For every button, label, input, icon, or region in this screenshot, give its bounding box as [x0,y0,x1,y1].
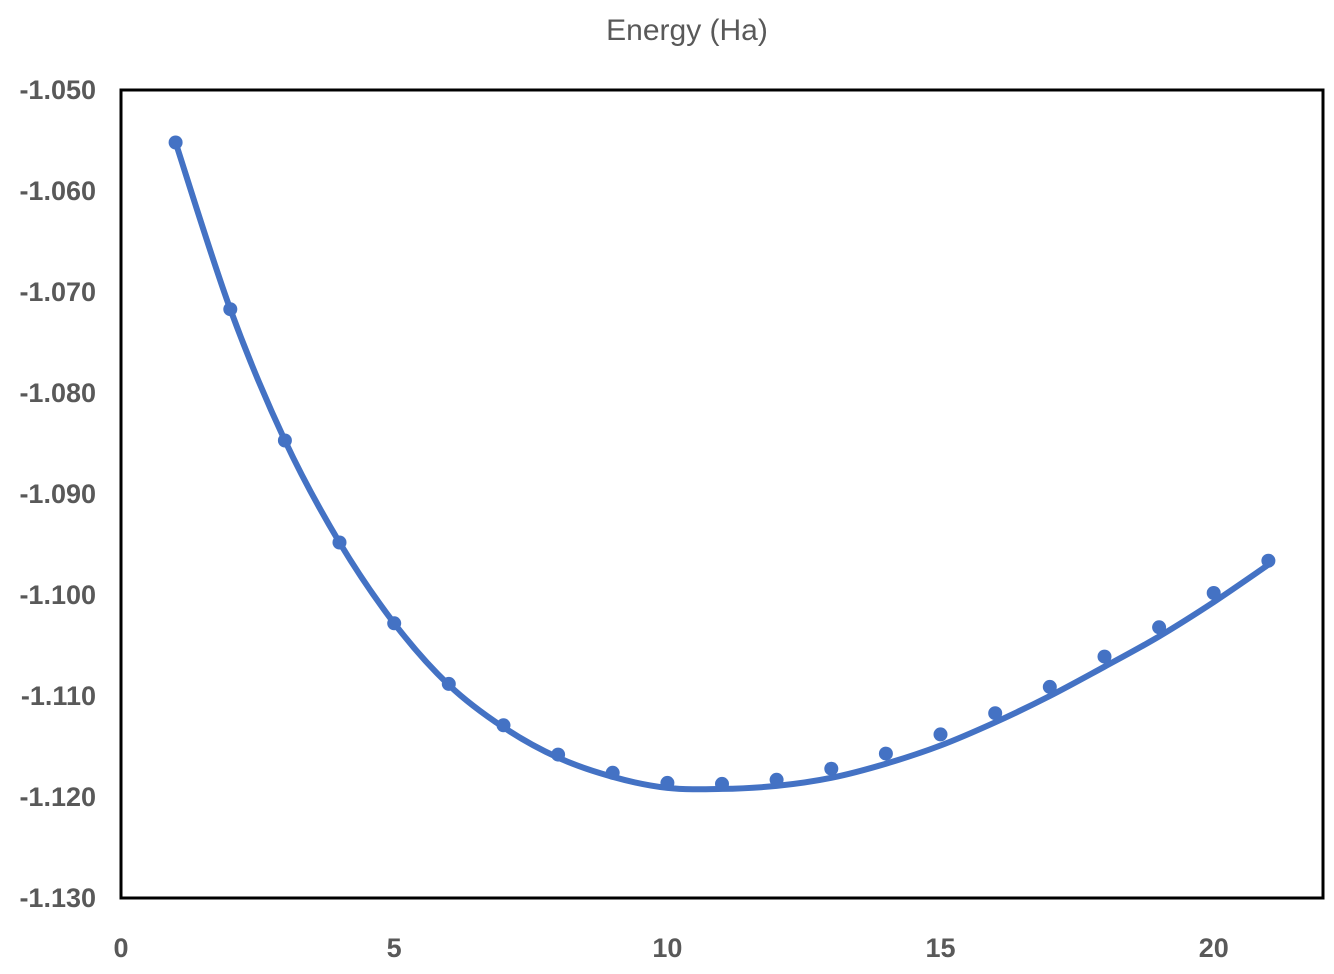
y-axis-tick-label: -1.110 [20,681,96,711]
y-axis-tick-label: -1.080 [19,378,96,408]
x-axis-tick-label: 5 [386,933,402,963]
data-point-marker [1206,586,1221,600]
y-axis-tick-label: -1.100 [19,580,96,610]
x-axis-tick-label: 20 [1198,933,1229,963]
data-point-marker [660,775,675,790]
data-point-marker [496,718,511,733]
data-point-marker [605,765,620,780]
chart-title: Energy (Ha) [606,14,768,47]
y-axis-tick-label: -1.090 [19,479,96,509]
plot-border [119,88,1325,900]
y-axis-tick-label: -1.120 [19,782,96,812]
data-point-marker [551,747,566,762]
data-point-marker [988,706,1003,721]
data-point-marker [1042,679,1057,694]
data-point-marker [441,676,456,691]
data-point-marker [933,727,948,742]
data-point-marker [277,433,292,448]
data-point-marker [1097,649,1112,664]
data-point-marker [168,135,183,150]
data-point-marker [878,746,893,761]
data-point-marker [824,761,839,776]
y-axis-tick-label: -1.060 [19,176,96,206]
data-point-marker [223,302,238,317]
data-point-marker [387,616,402,631]
x-axis-tick-label: 15 [925,933,956,963]
x-axis-tick-label: 0 [113,933,129,963]
data-point-marker [769,772,784,787]
y-axis-tick-label: -1.130 [19,883,96,913]
data-point-marker [332,535,347,550]
trend-line [172,139,1272,793]
y-axis-tick-label: -1.070 [19,277,96,307]
x-axis-tick-label: 10 [652,933,683,963]
data-point-marker [715,776,729,791]
y-axis-tick-label: -1.050 [19,75,96,105]
data-point-marker [1261,553,1276,568]
data-point-marker [1152,620,1167,635]
